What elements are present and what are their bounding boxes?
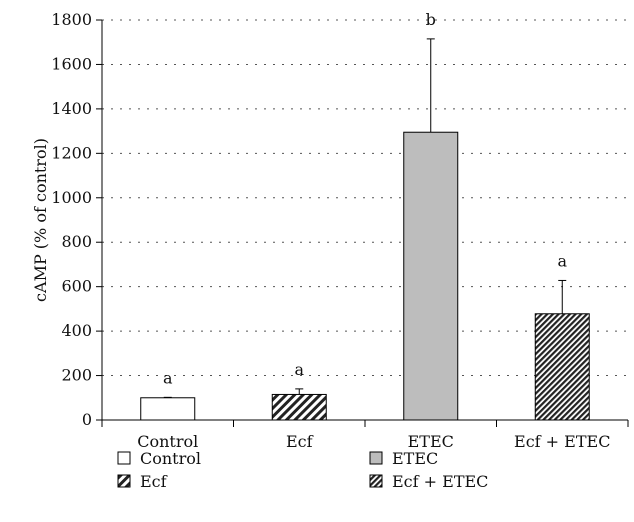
y-tick-label: 800: [61, 232, 92, 251]
y-tick-label: 600: [61, 277, 92, 296]
gridlines: [102, 19, 628, 377]
legend-swatch: [117, 451, 131, 465]
legend-swatch: [369, 451, 383, 465]
x-category-label: Control: [137, 432, 198, 451]
x-category-label: Ecf: [286, 432, 314, 451]
significance-label: b: [426, 10, 436, 29]
bars: [140, 38, 590, 421]
bar-ecf: [271, 393, 327, 421]
y-tick-label: 1400: [51, 99, 92, 118]
x-category-label: Ecf + ETEC: [514, 432, 610, 451]
labels: a Control a Ecf b ETEC a Ecf + ETEC: [137, 10, 610, 451]
y-tick-label: 1200: [51, 143, 92, 162]
y-tick-label: 200: [61, 366, 92, 385]
significance-label: a: [163, 368, 173, 387]
legend-swatch: [369, 474, 383, 488]
significance-label: a: [294, 360, 304, 379]
legend-label: Ecf + ETEC: [392, 472, 488, 491]
y-axis-label: cAMP (% of control): [31, 138, 50, 302]
axes: 0 200 400 600 800 1000 1200 1400 1600 1800 cAMP (%…: [31, 10, 629, 429]
bar-control: [140, 397, 196, 421]
legend: Control ETEC Ecf Ecf + ETEC: [117, 449, 488, 491]
legend-label: Control: [140, 449, 201, 468]
y-tick-label: 1800: [51, 10, 92, 29]
bar-etec: [403, 131, 459, 421]
x-category-label: ETEC: [408, 432, 454, 451]
significance-label: a: [557, 251, 567, 270]
legend-swatch: [117, 474, 131, 488]
legend-label: Ecf: [140, 472, 168, 491]
y-tick-label: 1000: [51, 188, 92, 207]
bar-ecf-etec: [534, 313, 590, 421]
y-tick-label: 0: [82, 410, 92, 429]
y-tick-label: 1600: [51, 54, 92, 73]
legend-label: ETEC: [392, 449, 438, 468]
y-tick-label: 400: [61, 321, 92, 340]
